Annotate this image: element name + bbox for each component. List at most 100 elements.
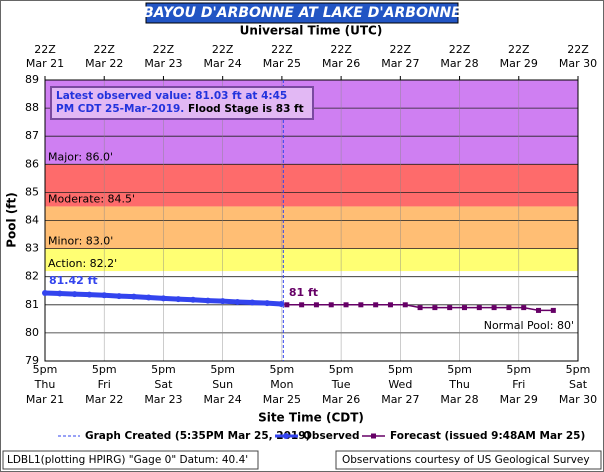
forecast-point <box>432 305 438 311</box>
x-tick-label: Mar 24 <box>204 393 242 406</box>
x-axis-title: Site Time (CDT) <box>258 411 364 425</box>
value-label: 81.42 ft <box>49 274 98 287</box>
x-tick-label: Thu <box>448 378 470 391</box>
x-tick-label: Mar 21 <box>26 393 64 406</box>
x2-tick-label: Mar 27 <box>381 57 419 70</box>
x2-tick-label: 22Z <box>271 43 293 56</box>
footer-right: Observations courtesy of US Geological S… <box>342 454 590 466</box>
x-tick-label: Fri <box>512 378 525 391</box>
x-tick-label: 5pm <box>566 363 591 376</box>
flood-band <box>45 248 578 272</box>
observed-point <box>71 291 78 298</box>
title-bar <box>145 2 459 24</box>
normal-pool-label: Normal Pool: 80' <box>484 319 574 332</box>
threshold-label: Action: 82.2' <box>48 257 117 270</box>
forecast-point <box>343 302 349 308</box>
forecast-point <box>521 305 527 311</box>
flood-stage-note: Flood Stage is 83 ft <box>187 103 304 115</box>
x-tick-label: 5pm <box>92 363 117 376</box>
x2-tick-label: Mar 30 <box>559 57 597 70</box>
y-tick-label: 80 <box>25 326 39 339</box>
x2-tick-label: 22Z <box>153 43 175 56</box>
observed-point <box>160 295 167 302</box>
x-tick-label: Tue <box>331 378 351 391</box>
x-tick-label: 5pm <box>447 363 472 376</box>
x2-tick-label: Mar 21 <box>26 57 64 70</box>
x2-tick-label: Mar 23 <box>144 57 182 70</box>
y-tick-label: 88 <box>25 101 39 114</box>
forecast-point <box>299 302 305 308</box>
x2-tick-label: 22Z <box>34 43 56 56</box>
y-axis-title: Pool (ft) <box>5 192 19 248</box>
x-tick-label: Mar 26 <box>322 393 360 406</box>
x-tick-label: 5pm <box>329 363 354 376</box>
observed-point <box>204 297 211 304</box>
plot-border <box>44 79 579 362</box>
threshold-label: Moderate: 84.5' <box>48 192 135 205</box>
x-tick-label: 5pm <box>506 363 531 376</box>
x-tick-label: Sat <box>154 378 173 391</box>
x2-tick-label: 22Z <box>508 43 530 56</box>
flood-band <box>45 164 578 207</box>
legend-label: Graph Created (5:35PM Mar 25, 2019) <box>85 430 310 442</box>
latest-observed: Latest observed value: 81.03 ft at 4:45 … <box>56 90 288 115</box>
forecast-point <box>550 307 556 313</box>
x-tick-label: Mar 28 <box>440 393 478 406</box>
footer-box <box>335 450 602 470</box>
observed-point <box>86 291 93 298</box>
observed-point <box>42 289 48 296</box>
x-tick-label: Mar 30 <box>559 393 597 406</box>
y-tick-label: 83 <box>25 242 39 255</box>
y-tick-label: 81 <box>25 298 39 311</box>
forecast-point <box>461 305 467 311</box>
observed-point <box>278 300 285 307</box>
forecast-point <box>387 302 393 308</box>
x2-tick-label: Mar 22 <box>85 57 123 70</box>
forecast-point <box>402 302 408 308</box>
observed-point <box>56 290 63 297</box>
threshold-label: Minor: 83.0' <box>48 235 113 248</box>
forecast-point <box>417 305 423 311</box>
legend-swatch <box>371 433 376 439</box>
x-tick-label: 5pm <box>388 363 413 376</box>
x-tick-label: Mar 22 <box>85 393 123 406</box>
forecast-point <box>447 305 453 311</box>
x2-tick-label: 22Z <box>93 43 115 56</box>
value-label: 81 ft <box>289 286 318 299</box>
x-tick-label: 5pm <box>33 363 58 376</box>
flood-band <box>45 206 578 249</box>
x2-tick-label: 22Z <box>567 43 589 56</box>
x2-tick-label: 22Z <box>330 43 352 56</box>
chart-title: BAYOU D'ARBONNE AT LAKE D'ARBONNE <box>143 5 461 21</box>
y-tick-label: 84 <box>25 214 39 227</box>
x-tick-label: Fri <box>98 378 111 391</box>
observed-point <box>219 298 226 305</box>
x2-tick-label: Mar 25 <box>263 57 301 70</box>
y-tick-label: 87 <box>25 129 39 142</box>
observed-point <box>116 293 123 300</box>
threshold-label: Major: 86.0' <box>48 150 113 163</box>
y-tick-label: 85 <box>25 185 39 198</box>
x2-tick-label: Mar 26 <box>322 57 360 70</box>
forecast-point <box>373 302 379 308</box>
x2-tick-label: Mar 28 <box>440 57 478 70</box>
x2-tick-label: 22Z <box>390 43 412 56</box>
observed-point <box>249 299 256 306</box>
forecast-point <box>536 307 542 313</box>
x-tick-label: Sat <box>569 378 588 391</box>
x-tick-label: Wed <box>388 378 412 391</box>
forecast-point <box>284 302 290 308</box>
observed-point <box>264 300 271 307</box>
x-tick-label: Thu <box>34 378 56 391</box>
forecast-point <box>313 302 319 308</box>
x2-axis-title: Universal Time (UTC) <box>240 24 383 38</box>
observed-point <box>130 293 137 300</box>
y-tick-label: 89 <box>25 73 39 86</box>
footer-left: LDBL1(plotting HPIRG) "Gage 0" Datum: 40… <box>7 454 248 466</box>
x-tick-label: Mar 29 <box>500 393 538 406</box>
x2-tick-label: 22Z <box>212 43 234 56</box>
x-tick-label: 5pm <box>270 363 295 376</box>
x2-tick-label: Mar 24 <box>204 57 242 70</box>
